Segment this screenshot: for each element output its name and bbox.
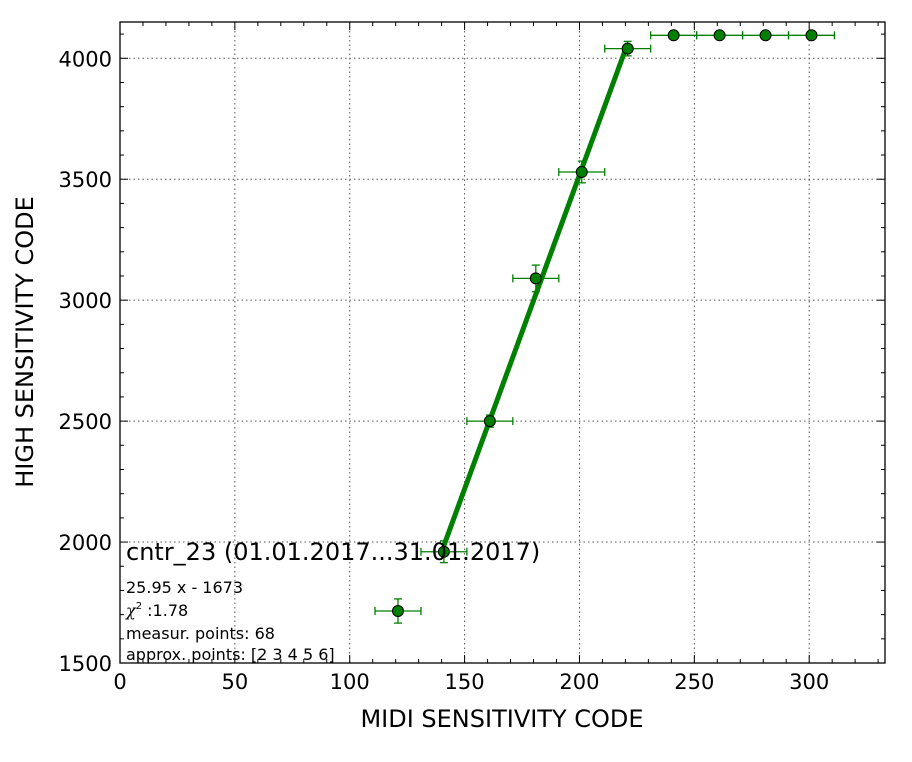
- error-bars: [374, 31, 836, 624]
- x-axis-title: MIDI SENSITIVITY CODE: [360, 705, 643, 733]
- y-tick-label: 3500: [59, 168, 112, 192]
- data-point: [621, 42, 634, 55]
- plot-frame: [119, 21, 886, 664]
- y-tick-label: 3000: [59, 289, 112, 313]
- x-tick-label: 50: [221, 670, 248, 694]
- chi2-value: :1.78: [142, 601, 188, 620]
- y-tick-label: 4000: [59, 47, 112, 71]
- grid-lines: [119, 22, 885, 664]
- x-tick-label: 150: [445, 670, 485, 694]
- axis-ticks: [119, 22, 885, 664]
- data-point: [713, 29, 726, 42]
- data-point: [437, 545, 450, 558]
- x-tick-label: 100: [330, 670, 370, 694]
- y-tick-label: 1500: [59, 652, 112, 676]
- y-tick-label: 2000: [59, 531, 112, 555]
- data-point: [391, 604, 404, 617]
- x-tick-label: 250: [674, 670, 714, 694]
- data-point: [575, 165, 588, 178]
- annotation-equation: 25.95 x - 1673: [126, 578, 243, 597]
- y-axis-title: HIGH SENSITIVITY CODE: [11, 196, 39, 488]
- fit-line: [441, 42, 631, 547]
- annotation-approx-points: approx. points: [2 3 4 5 6]: [126, 645, 335, 664]
- x-tick-label: 0: [113, 670, 126, 694]
- chi2-superscript: 2: [136, 601, 142, 612]
- data-point: [805, 29, 818, 42]
- data-point: [667, 29, 680, 42]
- x-tick-label: 200: [559, 670, 599, 694]
- annotation-title: cntr_23 (01.01.2017...31.01.2017): [126, 538, 540, 566]
- data-point: [529, 272, 542, 285]
- y-tick-label: 2500: [59, 410, 112, 434]
- tick-labels: 0 50 100 150 200 250 300 1500 2000 2500 3000 3500 40…: [59, 47, 830, 694]
- data-point: [483, 415, 496, 428]
- data-point: [759, 29, 772, 42]
- annotation-measur-points: measur. points: 68: [126, 624, 275, 643]
- annotation-chi2: χ2 :1.78: [125, 601, 188, 620]
- chi2-symbol: χ: [125, 601, 137, 620]
- x-tick-label: 300: [789, 670, 829, 694]
- data-points: [391, 29, 818, 617]
- fit-line-group: [441, 42, 631, 547]
